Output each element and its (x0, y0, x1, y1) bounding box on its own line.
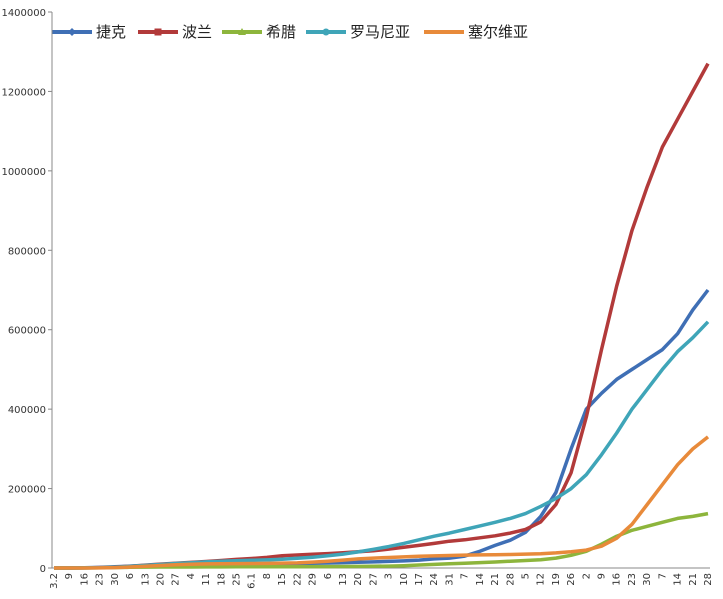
x-tick-label: 6 (125, 573, 136, 579)
x-tick-label: 23 (95, 573, 106, 586)
series-line (54, 288, 710, 570)
x-tick-label: 8 (262, 573, 273, 579)
x-tick-label: 14 (673, 573, 684, 586)
x-tick-label: 30 (642, 573, 653, 586)
x-tick-label: 24 (429, 573, 440, 586)
x-tick-label: 31 (444, 573, 455, 586)
x-tick-label: 20 (353, 573, 364, 586)
x-tick-label: 14 (475, 573, 486, 586)
x-tick-label: 27 (171, 573, 182, 586)
x-tick-label: 22 (292, 573, 303, 586)
x-tick-label: 21 (490, 573, 501, 586)
x-tick-label: 10 (399, 573, 410, 586)
x-tick-label: 20 (155, 573, 166, 586)
x-tick-label: 29 (308, 573, 319, 586)
series-line (54, 320, 710, 570)
x-tick-label: 7 (460, 573, 471, 579)
x-tick-label: 6 (323, 573, 334, 579)
x-tick-label: 17 (414, 573, 425, 586)
x-tick-label: 9 (597, 573, 608, 579)
y-tick-label: 400000 (8, 405, 46, 416)
x-tick-label: 25 (232, 573, 243, 586)
legend: 捷克 波兰 希腊 罗马尼亚 塞尔维亚 (52, 23, 528, 41)
series-line (54, 62, 710, 570)
legend-label: 罗马尼亚 (350, 23, 410, 41)
y-tick-label: 800000 (8, 246, 46, 257)
y-tick-label: 600000 (8, 326, 46, 337)
legend-marker (68, 28, 76, 36)
x-tick-label: 28 (505, 573, 516, 586)
x-tick-label: 13 (338, 573, 349, 586)
x-tick-label: 6.1 (247, 573, 258, 589)
legend-label: 塞尔维亚 (468, 23, 528, 41)
x-tick-label: 13 (140, 573, 151, 586)
x-tick-label: 5 (520, 573, 531, 579)
x-tick-label: 9 (64, 573, 75, 579)
legend-label: 希腊 (266, 23, 296, 41)
x-tick-label: 3.2 (49, 573, 60, 589)
x-tick-label: 30 (110, 573, 121, 586)
x-tick-label: 16 (612, 573, 623, 586)
y-tick-label: 1400000 (1, 8, 46, 19)
x-tick-label: 26 (566, 573, 577, 586)
x-tick-label: 16 (79, 573, 90, 586)
y-tick-label: 1200000 (1, 87, 46, 98)
x-tick-label: 27 (368, 573, 379, 586)
y-tick-label: 1000000 (1, 167, 46, 178)
x-tick-label: 28 (703, 573, 714, 586)
legend-marker (238, 28, 246, 35)
x-tick-label: 18 (216, 573, 227, 586)
x-tick-label: 4 (186, 573, 197, 579)
y-tick-label: 200000 (8, 485, 46, 496)
x-tick-label: 3 (384, 573, 395, 579)
y-tick-label: 0 (40, 564, 46, 575)
x-tick-label: 15 (277, 573, 288, 586)
legend-marker (154, 28, 162, 36)
x-tick-label: 12 (536, 573, 547, 586)
x-tick-label: 21 (688, 573, 699, 586)
x-tick-label: 23 (627, 573, 638, 586)
legend-label: 捷克 (96, 23, 126, 41)
legend-marker (322, 28, 330, 36)
x-tick-label: 7 (657, 573, 668, 579)
x-tick-label: 11 (201, 573, 212, 586)
x-tick-label: 19 (551, 573, 562, 586)
series-line (54, 435, 710, 570)
legend-label: 波兰 (182, 23, 212, 41)
x-tick-label: 2 (581, 573, 592, 579)
